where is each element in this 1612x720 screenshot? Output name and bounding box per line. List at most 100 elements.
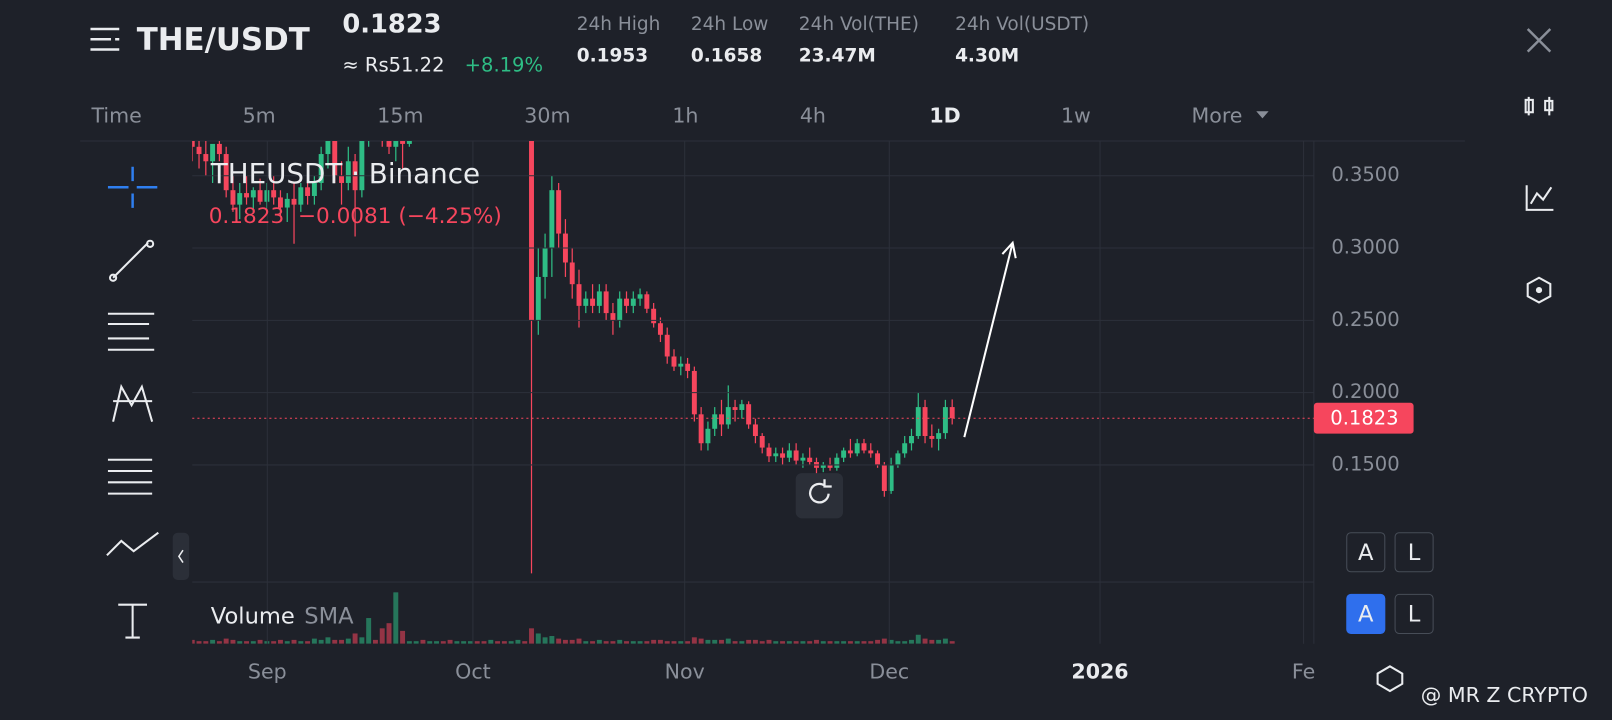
candle-body xyxy=(298,187,304,205)
drawing-toolbar xyxy=(106,166,190,639)
volume-bar xyxy=(400,630,406,644)
close-button[interactable] xyxy=(1526,28,1552,53)
timeframe-tab[interactable]: 15m xyxy=(377,103,423,127)
volume-bar xyxy=(467,641,473,644)
candle-body xyxy=(780,453,786,458)
candle-body xyxy=(515,96,520,110)
candle-body xyxy=(861,443,867,451)
volume-bar xyxy=(949,641,955,644)
scale-button[interactable] xyxy=(1346,593,1386,634)
volume-bar xyxy=(257,639,263,644)
candle-body xyxy=(841,450,847,458)
x-tick-label: Dec xyxy=(869,660,909,684)
reset-button[interactable] xyxy=(795,473,844,519)
volume-bar xyxy=(393,592,399,644)
candle-body xyxy=(325,141,331,155)
watermark: @ MR Z CRYPTO xyxy=(1421,683,1588,707)
candle-body xyxy=(807,457,813,463)
scale-button-label: L xyxy=(1408,601,1421,627)
last-price-label: 0.1823 xyxy=(1330,407,1398,430)
volume-bar xyxy=(277,639,283,644)
line-tool[interactable] xyxy=(112,242,149,279)
candle-body xyxy=(556,190,562,234)
timeframe-tab[interactable]: 1h xyxy=(672,103,698,127)
pattern-tool[interactable] xyxy=(112,383,154,422)
candle-body xyxy=(793,450,799,461)
candle-body xyxy=(406,141,412,144)
timeframe-tab[interactable]: More xyxy=(1192,103,1243,127)
timeframe-tab[interactable]: 1w xyxy=(1061,103,1091,127)
candle-body xyxy=(569,262,575,285)
settings-icon[interactable] xyxy=(1526,276,1552,304)
candle-body xyxy=(746,404,752,425)
candle-body xyxy=(671,356,677,367)
volume-bar xyxy=(210,639,216,644)
candle-body xyxy=(386,141,392,147)
candle-body xyxy=(250,190,256,198)
candle-body xyxy=(617,298,623,321)
symbol: THE/USDT xyxy=(137,22,310,58)
candle-body xyxy=(192,141,195,147)
volume-bar xyxy=(868,641,874,644)
stat-label: 24h Vol(USDT) xyxy=(955,14,1089,35)
volume-bar xyxy=(657,639,663,644)
timeframe-tab[interactable]: 5m xyxy=(243,103,276,127)
crosshair-tool[interactable] xyxy=(107,166,158,208)
volume-bar xyxy=(915,634,921,644)
parallel-tool[interactable] xyxy=(107,312,155,351)
volume-bar xyxy=(888,639,894,644)
timeframe-tab[interactable]: 4h xyxy=(800,103,826,127)
volume-bar xyxy=(291,639,297,644)
timeframe-tab[interactable]: 30m xyxy=(524,103,570,127)
volume-bar xyxy=(814,639,819,644)
candle-body xyxy=(576,284,582,306)
text-tool[interactable] xyxy=(118,603,148,639)
volume-bar xyxy=(590,641,596,644)
candle-tool-icon[interactable] xyxy=(1524,96,1554,116)
volume-bar xyxy=(223,638,229,644)
indicator-icon[interactable] xyxy=(1525,185,1554,211)
candle-body xyxy=(610,313,616,321)
candle-body xyxy=(257,190,263,202)
candle-body xyxy=(305,187,311,196)
candle-body xyxy=(603,291,609,314)
candle-body xyxy=(705,428,711,444)
candle-body xyxy=(509,111,514,118)
fib-tool[interactable] xyxy=(107,458,153,495)
candle-body xyxy=(196,146,202,155)
candle-body xyxy=(495,103,500,110)
candle-body xyxy=(624,298,629,306)
candle-body xyxy=(827,464,833,468)
candle-body xyxy=(766,447,772,457)
candle-body xyxy=(318,154,324,183)
collapse-tab[interactable] xyxy=(172,532,190,581)
volume-bar xyxy=(406,641,412,644)
volume-bar xyxy=(298,641,304,644)
volume-bar xyxy=(522,641,528,644)
volume-bar xyxy=(244,641,249,644)
volume-sma-label: SMA xyxy=(304,604,354,630)
scale-button-label: L xyxy=(1408,540,1421,566)
candle-body xyxy=(393,141,399,147)
candle-body xyxy=(366,125,371,139)
path-tool[interactable] xyxy=(106,531,159,557)
timeframe-tab[interactable]: 1D xyxy=(929,103,960,127)
volume-bar xyxy=(630,641,636,644)
x-tick-label: Sep xyxy=(248,660,287,684)
volume-bar xyxy=(671,641,677,644)
volume-bar xyxy=(196,641,202,644)
volume-bar xyxy=(780,641,786,644)
volume-bar xyxy=(379,628,385,644)
volume-bar xyxy=(474,641,480,644)
volume-bar xyxy=(495,641,501,644)
volume-bar xyxy=(786,641,792,644)
timeframe-tab[interactable]: Time xyxy=(90,103,141,127)
scale-button[interactable] xyxy=(1394,593,1434,634)
scale-button[interactable] xyxy=(1394,532,1434,573)
menu-icon[interactable] xyxy=(90,27,120,51)
volume-bar xyxy=(712,639,718,644)
volume-bar xyxy=(827,641,833,644)
volume-bar xyxy=(847,641,853,644)
scale-button[interactable] xyxy=(1346,532,1386,573)
